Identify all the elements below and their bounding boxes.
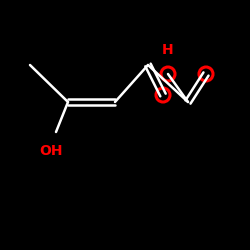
Text: OH: OH [39,144,63,158]
Text: H: H [162,43,174,57]
